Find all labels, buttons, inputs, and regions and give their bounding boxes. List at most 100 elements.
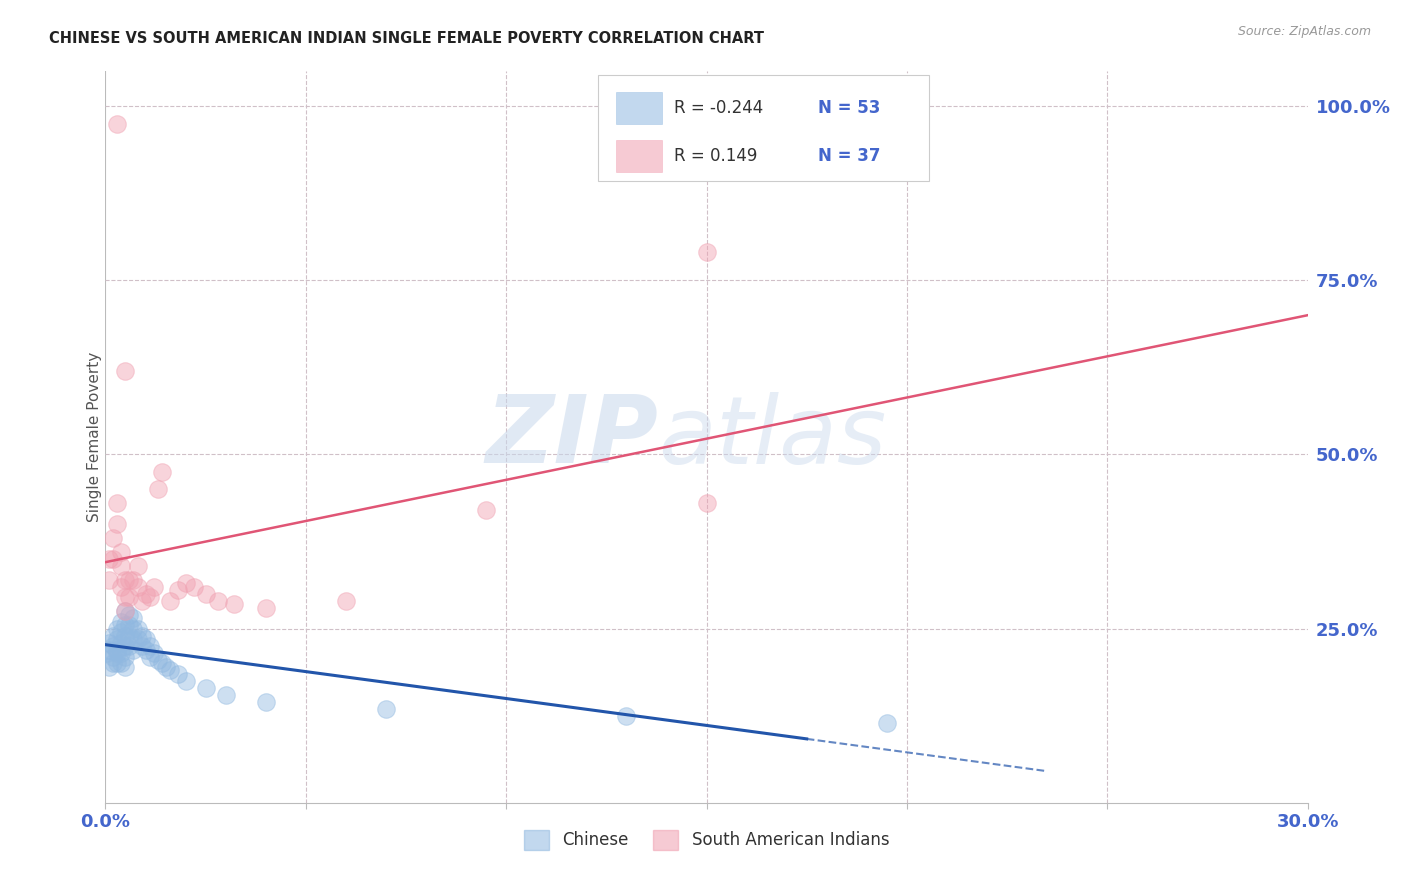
Point xyxy=(110,625,132,640)
Point xyxy=(159,664,181,678)
Point xyxy=(122,632,145,646)
Point xyxy=(114,364,136,378)
Point xyxy=(142,646,165,660)
Point xyxy=(114,660,136,674)
Text: N = 37: N = 37 xyxy=(818,146,880,165)
Point xyxy=(146,483,169,497)
Point xyxy=(118,618,141,632)
FancyBboxPatch shape xyxy=(616,140,662,172)
Point xyxy=(107,496,129,510)
Point xyxy=(110,545,132,559)
Point xyxy=(254,600,277,615)
Point xyxy=(114,573,136,587)
Point xyxy=(159,594,181,608)
Point xyxy=(98,660,121,674)
Point xyxy=(194,587,217,601)
Point xyxy=(96,646,118,660)
Point xyxy=(127,622,149,636)
Point xyxy=(127,580,149,594)
Point xyxy=(107,517,129,532)
Text: R = 0.149: R = 0.149 xyxy=(673,146,758,165)
Point xyxy=(110,646,132,660)
Point xyxy=(103,657,125,671)
Point xyxy=(127,632,149,646)
Point xyxy=(127,558,149,573)
Point xyxy=(110,635,132,649)
Point xyxy=(114,649,136,664)
Point xyxy=(118,607,141,622)
Point xyxy=(146,653,169,667)
Point xyxy=(131,594,153,608)
Point xyxy=(131,639,153,653)
Point xyxy=(131,629,153,643)
Point xyxy=(118,629,141,643)
Point xyxy=(107,646,129,660)
Text: atlas: atlas xyxy=(658,392,887,483)
Point xyxy=(118,573,141,587)
Point xyxy=(374,702,398,716)
Point xyxy=(166,667,188,681)
Point xyxy=(335,594,357,608)
Point xyxy=(142,580,165,594)
Point xyxy=(118,591,141,605)
Point xyxy=(475,503,498,517)
FancyBboxPatch shape xyxy=(599,75,929,181)
Point xyxy=(155,660,177,674)
Point xyxy=(174,576,197,591)
Point xyxy=(110,615,132,629)
Point xyxy=(114,618,136,632)
Point xyxy=(114,591,136,605)
Point xyxy=(98,552,121,566)
Point xyxy=(103,649,125,664)
Point xyxy=(98,635,121,649)
Point xyxy=(98,642,121,657)
Point xyxy=(135,642,157,657)
Text: CHINESE VS SOUTH AMERICAN INDIAN SINGLE FEMALE POVERTY CORRELATION CHART: CHINESE VS SOUTH AMERICAN INDIAN SINGLE … xyxy=(49,31,765,46)
Point xyxy=(616,708,638,723)
Point xyxy=(876,715,898,730)
Point xyxy=(103,531,125,545)
Point xyxy=(98,573,121,587)
Point xyxy=(103,552,125,566)
Point xyxy=(166,583,188,598)
Text: ZIP: ZIP xyxy=(485,391,658,483)
Point xyxy=(174,673,197,688)
Point xyxy=(114,639,136,653)
Point xyxy=(696,496,718,510)
Point xyxy=(107,642,129,657)
Point xyxy=(103,639,125,653)
Point xyxy=(183,580,205,594)
Point xyxy=(110,558,132,573)
Point xyxy=(107,657,129,671)
Point xyxy=(122,573,145,587)
Text: N = 53: N = 53 xyxy=(818,99,880,117)
Point xyxy=(107,117,129,131)
Point xyxy=(114,604,136,618)
Point xyxy=(138,639,160,653)
Point xyxy=(110,657,132,671)
FancyBboxPatch shape xyxy=(616,92,662,124)
Point xyxy=(150,657,173,671)
Point xyxy=(254,695,277,709)
Point xyxy=(138,591,160,605)
Point xyxy=(110,580,132,594)
Point xyxy=(194,681,217,695)
Point xyxy=(107,632,129,646)
Point xyxy=(135,587,157,601)
Point xyxy=(135,632,157,646)
Point xyxy=(696,245,718,260)
Point xyxy=(122,622,145,636)
Point xyxy=(207,594,229,608)
Point xyxy=(138,649,160,664)
Text: Source: ZipAtlas.com: Source: ZipAtlas.com xyxy=(1237,25,1371,38)
Point xyxy=(214,688,236,702)
Text: R = -0.244: R = -0.244 xyxy=(673,99,763,117)
Point xyxy=(122,611,145,625)
Point xyxy=(114,629,136,643)
Point xyxy=(103,629,125,643)
Y-axis label: Single Female Poverty: Single Female Poverty xyxy=(87,352,101,522)
Point xyxy=(150,465,173,479)
Point xyxy=(118,639,141,653)
Legend: Chinese, South American Indians: Chinese, South American Indians xyxy=(517,823,896,856)
Point xyxy=(222,597,245,611)
